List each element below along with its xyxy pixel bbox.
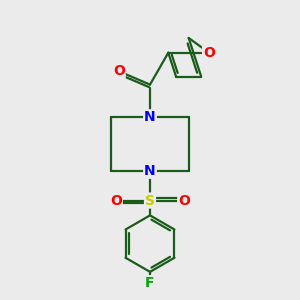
Text: N: N [144,110,156,124]
Text: O: O [203,46,215,60]
Text: O: O [178,194,190,208]
Text: O: O [113,64,125,78]
Text: F: F [145,276,155,290]
Text: N: N [144,164,156,178]
Text: S: S [145,194,155,208]
Text: O: O [110,194,122,208]
